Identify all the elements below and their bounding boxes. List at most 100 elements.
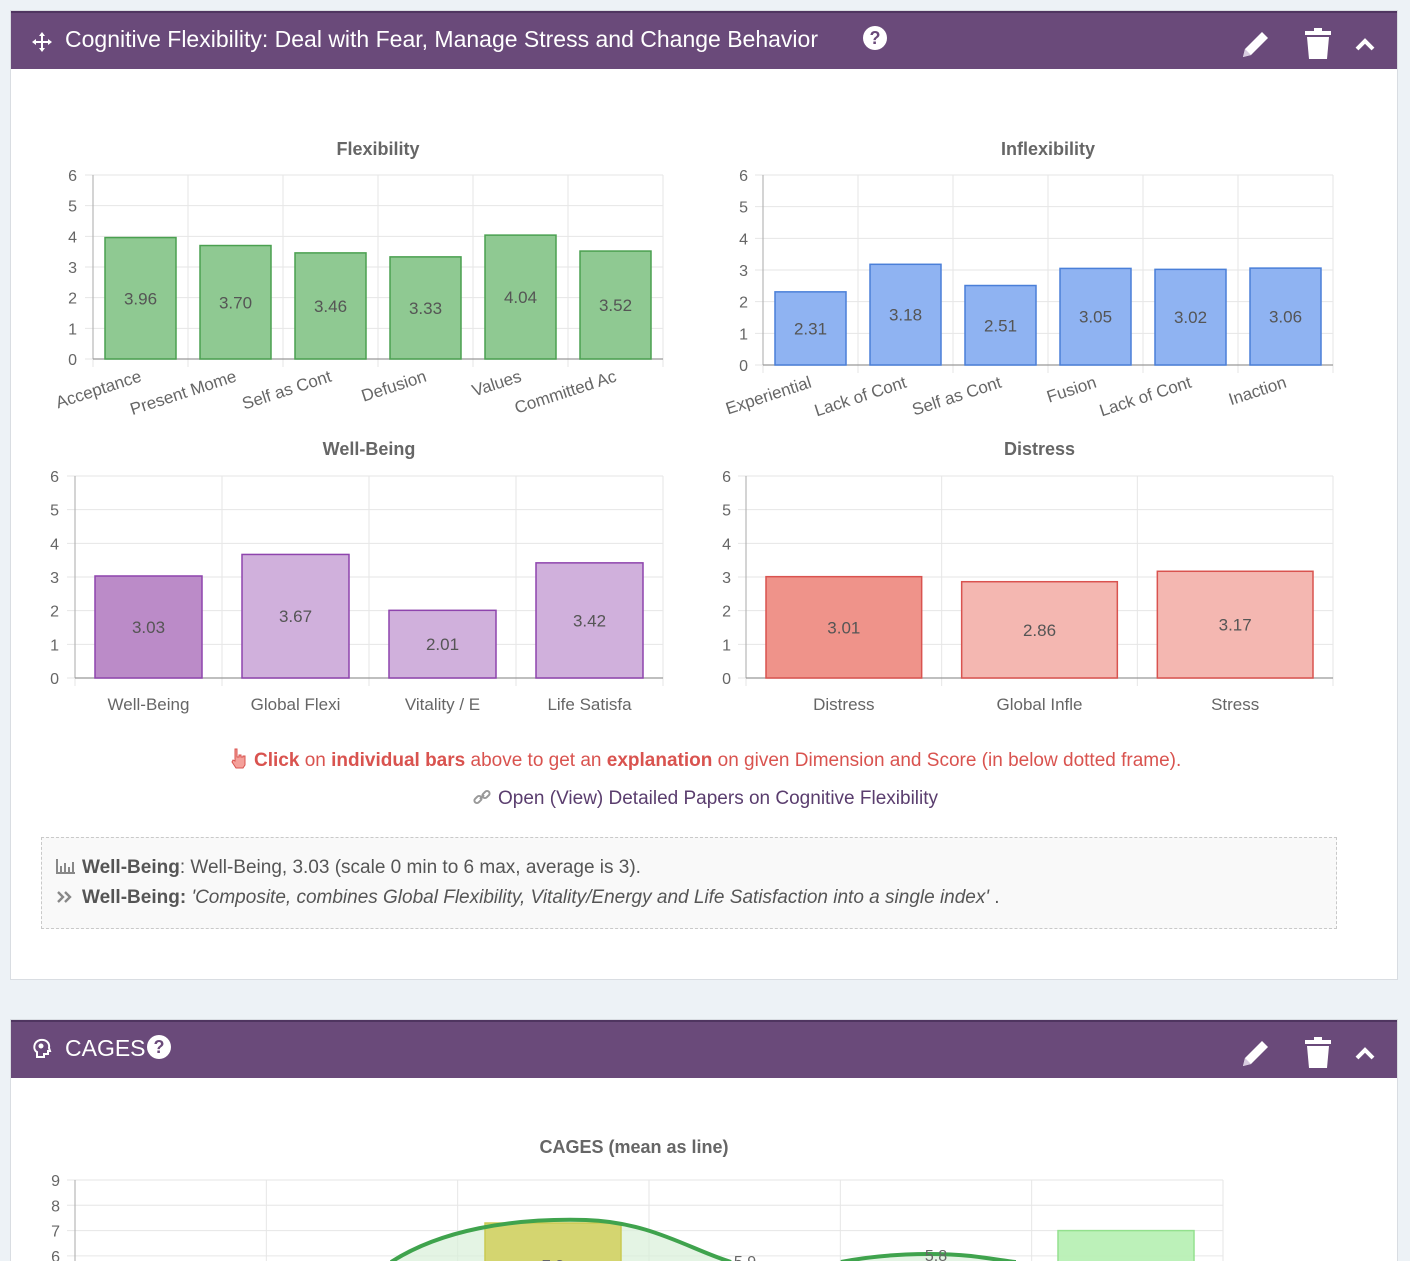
- x-tick-label: Vitality / E: [405, 695, 480, 714]
- chart-2: Well-Being 0 1 2 3 4 5 6 3.03 Well-Being 3.67 Globa…: [50, 439, 664, 714]
- bar: [1057, 1229, 1195, 1261]
- link-icon: [473, 789, 491, 805]
- bar-value-label: 3.18: [889, 306, 922, 325]
- bar-value-label: 3.96: [124, 289, 157, 308]
- x-tick-label: Committed Ac: [512, 367, 619, 418]
- bar: [1154, 268, 1227, 366]
- y-tick-label: 1: [50, 637, 59, 654]
- chart-1: Inflexibility 0 1 2 3 4 5 6 2.31 Experiential 3.18…: [723, 139, 1334, 421]
- bar-value-label: 3.70: [219, 293, 252, 312]
- bar-value-label: 3.05: [1079, 308, 1112, 327]
- chart-title: Distress: [1004, 439, 1075, 459]
- x-tick-label: Self as Cont: [910, 373, 1004, 420]
- y-tick-label: 1: [722, 637, 731, 654]
- y-tick-label: 3: [739, 263, 748, 280]
- y-tick-label: 0: [739, 358, 748, 375]
- x-tick-label: Defusion: [359, 367, 429, 406]
- bar-value-label: 2.51: [984, 316, 1017, 335]
- x-tick-label: Distress: [813, 695, 874, 714]
- y-tick-label: 0: [68, 352, 77, 369]
- y-tick-label: 1: [739, 326, 748, 343]
- y-tick-label: 6: [51, 1249, 60, 1261]
- move-icon[interactable]: [31, 31, 53, 53]
- y-tick-label: 3: [722, 570, 731, 587]
- bar: [1156, 570, 1314, 679]
- chart-cages: CAGES (mean as line) 6 7 8 9 7.3 5.9 5.8: [51, 1137, 1224, 1261]
- help-icon[interactable]: ?: [147, 1035, 171, 1059]
- chart-title: CAGES (mean as line): [539, 1137, 728, 1157]
- x-tick-label: Lack of Cont: [812, 373, 909, 421]
- double-chevron-right-icon: [57, 891, 72, 903]
- bar: [1059, 267, 1132, 366]
- bar-value-label: 2.01: [426, 635, 459, 654]
- chevron-up-icon[interactable]: [1348, 1036, 1382, 1070]
- y-tick-label: 5: [68, 199, 77, 216]
- cognitive-flexibility-charts: Flexibility01234563.96Acceptance3.70Pres…: [50, 139, 1334, 714]
- bar-value-label: 3.03: [132, 618, 165, 637]
- y-tick-label: 2: [739, 295, 748, 312]
- bar: [484, 234, 557, 360]
- x-tick-label: Experiential: [723, 373, 813, 419]
- line-value-label: 5.8: [925, 1248, 947, 1261]
- pencil-icon[interactable]: [1239, 1036, 1273, 1070]
- trash-icon[interactable]: [1301, 1036, 1335, 1070]
- pencil-icon[interactable]: [1239, 27, 1273, 61]
- bar: [765, 575, 923, 679]
- bar: [294, 252, 367, 360]
- y-tick-label: 1: [68, 321, 77, 338]
- y-tick-label: 2: [50, 604, 59, 621]
- chevron-up-icon[interactable]: [1348, 27, 1382, 61]
- explanation-frame: Well-Being: Well-Being, 3.03 (scale 0 mi…: [41, 837, 1337, 929]
- cognitive-flexibility-panel: Cognitive Flexibility: Deal with Fear, M…: [10, 10, 1398, 980]
- bar: [960, 580, 1119, 679]
- cages-chart: CAGES (mean as line) 6 7 8 9 7.3 5.9 5.8: [51, 1137, 1224, 1261]
- bar: [535, 562, 644, 679]
- x-tick-label: Global Infle: [997, 695, 1083, 714]
- y-tick-label: 4: [68, 229, 77, 246]
- y-tick-label: 5: [739, 200, 748, 217]
- hand-pointer-icon: [231, 748, 246, 769]
- bar-value-label: 3.01: [827, 618, 860, 637]
- y-tick-label: 8: [51, 1198, 60, 1215]
- trash-icon[interactable]: [1301, 27, 1335, 61]
- x-tick-label: Inaction: [1226, 373, 1289, 409]
- explanation-description: Well-Being: 'Composite, combines Global …: [56, 887, 1000, 909]
- bar-chart-icon: [56, 859, 75, 874]
- bar: [94, 575, 203, 679]
- bar-value-label: 3.33: [409, 299, 442, 318]
- bar: [241, 553, 350, 679]
- y-tick-label: 4: [739, 231, 748, 248]
- y-tick-label: 7: [51, 1224, 60, 1241]
- panel-header: CAGES ?: [11, 1020, 1397, 1078]
- bar-value-label: 3.42: [573, 611, 606, 630]
- y-tick-label: 2: [68, 291, 77, 308]
- bar-value-label: 2.31: [794, 319, 827, 338]
- bar: [388, 609, 497, 679]
- y-tick-label: 9: [51, 1173, 60, 1190]
- mean-line: [389, 1217, 732, 1261]
- bar-value-label: 3.46: [314, 297, 347, 316]
- bar: [579, 250, 652, 360]
- papers-link[interactable]: Open (View) Detailed Papers on Cognitive…: [11, 787, 1399, 810]
- bar: [774, 291, 847, 366]
- help-icon[interactable]: ?: [863, 26, 887, 50]
- chart-title: Well-Being: [323, 439, 416, 459]
- bar: [484, 1222, 622, 1261]
- bar: [199, 244, 272, 360]
- y-tick-label: 3: [50, 570, 59, 587]
- panel-title: CAGES: [65, 1035, 146, 1061]
- bar-value-label: 7.3: [542, 1258, 564, 1261]
- y-tick-label: 5: [722, 503, 731, 520]
- x-tick-label: Global Flexi: [251, 695, 341, 714]
- x-tick-label: Well-Being: [108, 695, 190, 714]
- y-tick-label: 2: [722, 604, 731, 621]
- bar: [104, 236, 177, 360]
- bar-value-label: 3.02: [1174, 308, 1207, 327]
- click-hint: Click on individual bars above to get an…: [11, 747, 1399, 772]
- y-tick-label: 6: [68, 168, 77, 185]
- cages-panel: CAGES ? CAGES (mean as line) 6 7 8 9 7.3 5.9 5.…: [10, 1019, 1398, 1261]
- bar: [869, 263, 942, 366]
- bar: [964, 284, 1037, 366]
- x-tick-label: Stress: [1211, 695, 1259, 714]
- y-tick-label: 0: [50, 671, 59, 688]
